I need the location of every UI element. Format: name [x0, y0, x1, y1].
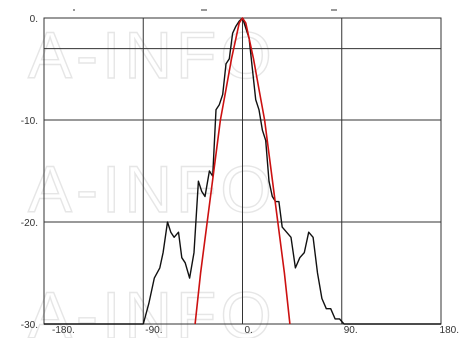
- y-tick-label: -30.: [21, 320, 38, 331]
- watermark-row-2: A-INFO: [28, 152, 276, 226]
- x-tick-label: -180.: [52, 325, 75, 336]
- top-tick-marks: [73, 9, 337, 11]
- x-tick-label: 180.: [440, 325, 459, 336]
- grid-lines: [44, 18, 441, 324]
- x-tick-label: -90.: [145, 325, 162, 336]
- series-line-simulated: [194, 17, 291, 325]
- y-tick-label: -20.: [21, 218, 38, 229]
- x-tick-label: 0.: [245, 325, 253, 336]
- y-tick-label: 0.: [30, 14, 38, 25]
- watermark-row-3: A-INFO: [28, 278, 276, 338]
- x-axis-tick-labels: -180. -90. 0. 90. 180.: [52, 325, 459, 336]
- y-tick-label: -10.: [21, 116, 38, 127]
- y-axis-tick-labels: 0. -10. -20. -30.: [21, 14, 38, 331]
- data-series: [44, 17, 441, 325]
- watermark: A-INFO A-INFO A-INFO: [27, 17, 276, 338]
- x-tick-label: 90.: [344, 325, 358, 336]
